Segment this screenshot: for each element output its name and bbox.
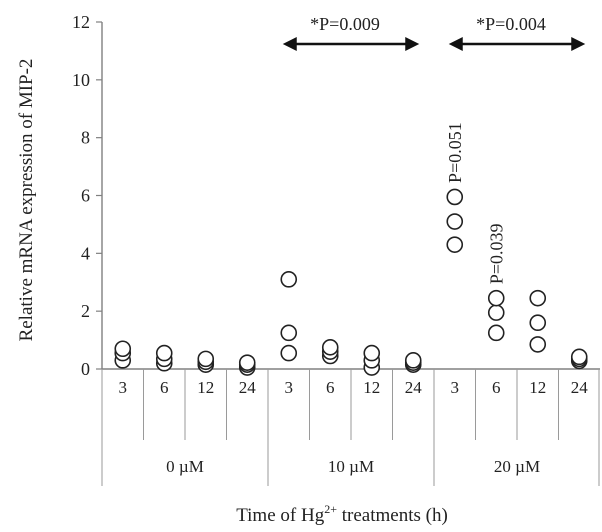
- x-axis-title-tail: treatments (h): [337, 505, 448, 526]
- x-category-label: 3: [285, 378, 294, 397]
- arrowhead-left: [282, 37, 297, 51]
- y-tick-label: 6: [81, 186, 90, 206]
- x-category-label: 12: [363, 378, 380, 397]
- data-point: [529, 289, 547, 307]
- x-axis-title: Time of Hg2+ treatments (h): [236, 502, 448, 526]
- p-value-label: P=0.051: [445, 122, 465, 183]
- x-axis-title-main: Time of Hg: [236, 505, 324, 526]
- data-point: [238, 354, 256, 371]
- significance-p-value: *P=0.009: [310, 14, 380, 34]
- data-point: [280, 271, 298, 288]
- data-point: [155, 344, 173, 362]
- y-tick-label: 8: [81, 128, 90, 148]
- data-point: [446, 188, 464, 206]
- y-tick-label: 12: [72, 12, 90, 32]
- p-value-label: P=0.039: [486, 223, 506, 284]
- data-point: [446, 236, 464, 253]
- data-point: [321, 339, 339, 356]
- x-axis-category-table: 3 6 12 24 0 µM 3 6 12 24 10 µM 3 6 12 24 20 µM: [101, 368, 600, 486]
- x-category-label: 12: [197, 378, 214, 397]
- data-point: [529, 314, 547, 332]
- x-group-label: 20 µM: [494, 457, 540, 476]
- x-category-label: 24: [571, 378, 589, 397]
- x-category-label: 6: [160, 378, 169, 397]
- x-category-label: 24: [239, 378, 257, 397]
- y-tick-label: 10: [72, 70, 90, 90]
- data-point: [487, 324, 505, 342]
- data-point: [280, 324, 298, 342]
- arrowhead-left: [448, 37, 463, 51]
- x-category-label: 24: [405, 378, 423, 397]
- data-point: [570, 348, 588, 366]
- data-point: [280, 344, 298, 362]
- data-points: [114, 188, 588, 376]
- data-point: [404, 352, 422, 369]
- significance-p-value: *P=0.004: [476, 14, 546, 34]
- x-group-label: 10 µM: [328, 457, 374, 476]
- x-category-label: 3: [119, 378, 128, 397]
- y-tick-label: 4: [81, 243, 90, 263]
- x-category-label: 6: [492, 378, 501, 397]
- data-point: [487, 304, 505, 321]
- data-point: [197, 350, 215, 368]
- x-category-label: 3: [451, 378, 460, 397]
- significance-annotations: *P=0.009 *P=0.004 P=0.051 P=0.039: [282, 14, 586, 284]
- data-point: [114, 340, 132, 358]
- data-point: [363, 344, 381, 362]
- y-axis: 0 2 4 6 8 10 12: [72, 12, 103, 379]
- data-point: [487, 289, 505, 307]
- x-group-label: 0 µM: [166, 457, 204, 476]
- arrowhead-right: [405, 37, 420, 51]
- x-category-label: 6: [326, 378, 335, 397]
- y-axis-title: Relative mRNA expression of MIP-2: [16, 59, 37, 342]
- y-tick-label: 0: [81, 359, 90, 379]
- data-point: [529, 336, 547, 353]
- arrowhead-right: [571, 37, 586, 51]
- x-axis-title-superscript: 2+: [324, 502, 337, 516]
- y-tick-label: 2: [81, 301, 90, 321]
- data-point: [446, 213, 464, 230]
- x-category-label: 12: [529, 378, 546, 397]
